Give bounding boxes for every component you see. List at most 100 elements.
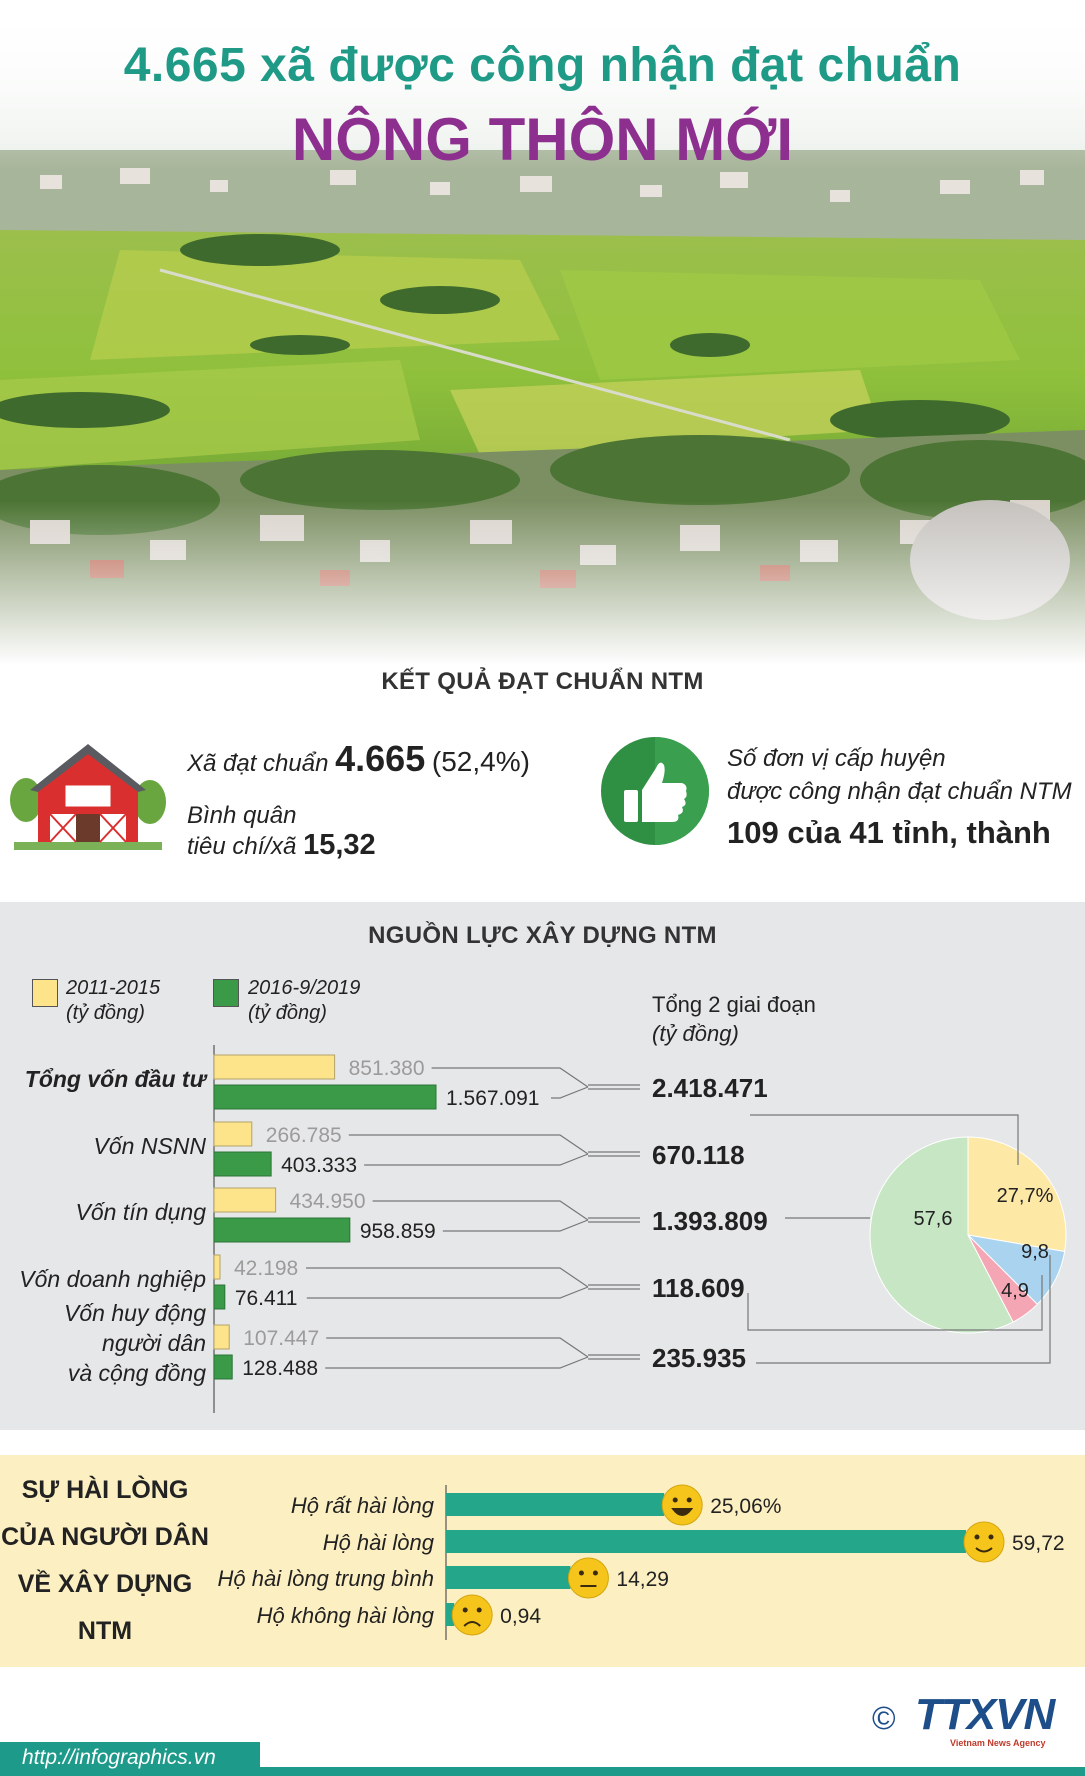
category-label: Vốn tín dụng <box>76 1199 207 1225</box>
thumbs-up-icon <box>600 735 710 847</box>
satisfaction-value: 59,72 <box>1012 1532 1065 1555</box>
category-label: người dân <box>102 1330 206 1356</box>
face-eye <box>592 1570 598 1576</box>
neutral-face-icon <box>567 1557 609 1599</box>
pie-slice <box>967 1136 1067 1253</box>
resources-heading: NGUỒN LỰC XÂY DỰNG NTM <box>368 922 717 949</box>
bar-2011-2015 <box>213 1187 277 1213</box>
value-label-2016-2019: 958.859 <box>360 1220 436 1243</box>
ttxvn-logo: TTXVN <box>915 1690 1055 1739</box>
legend-period: 2016-9/2019 <box>248 977 361 999</box>
bracket-line <box>306 1267 589 1288</box>
totals-header: Tổng 2 giai đoạn (tỷ đồng) <box>652 990 816 1048</box>
value-label-2011-2015: 42.198 <box>234 1257 298 1280</box>
title-line-1: 4.665 xã được công nhận đạt chuẩn <box>123 39 962 92</box>
bracket-line <box>431 1067 589 1088</box>
pie-slice-label: 4,9 <box>1001 1280 1029 1302</box>
resources-bar-chart: Tổng vốn đầu tư 851.380 1.567.091 2.418.471… <box>19 1045 1067 1413</box>
satisfaction-bar <box>446 1566 571 1589</box>
bar-2016-2019 <box>213 1217 351 1243</box>
satisfaction-heading-line: CỦA NGƯỜI DÂN <box>1 1523 209 1551</box>
bar-2016-2019 <box>213 1084 437 1110</box>
satisfaction-value: 0,94 <box>500 1605 541 1628</box>
bar-2016-2019 <box>213 1354 233 1380</box>
value-label-2011-2015: 107.447 <box>243 1327 319 1350</box>
face-circle <box>963 1521 1005 1563</box>
total-value: 1.393.809 <box>652 1206 768 1236</box>
barn-house-icon <box>8 730 168 860</box>
legend-unit: (tỷ đồng) <box>66 1002 145 1024</box>
satisfaction-bar-chart: Hộ rất hài lòng 25,06% Hộ hài lòng 59,72 Hộ … <box>218 1484 1065 1640</box>
legend-swatch-2011-2015 <box>32 979 58 1007</box>
hero-landscape-image <box>0 0 1085 665</box>
satisfaction-label: Hộ không hài lòng <box>257 1603 435 1628</box>
results-heading: KẾT QUẢ ĐẠT CHUẨN NTM <box>381 668 704 695</box>
satisfaction-heading-line: VỀ XÂY DỰNG <box>17 1570 193 1598</box>
face-mouth <box>463 1621 481 1627</box>
face-eye <box>988 1534 994 1540</box>
total-value: 235.935 <box>652 1343 746 1373</box>
bracket-line <box>306 1286 589 1299</box>
legend-period: 2011-2015 <box>66 977 161 999</box>
district-label-2: được công nhận đạt chuẩn NTM <box>727 778 1072 805</box>
bar-2011-2015 <box>213 1324 230 1350</box>
satisfaction-bar <box>446 1493 665 1516</box>
value-label-2011-2015: 266.785 <box>266 1124 342 1147</box>
category-label: và cộng đồng <box>68 1360 206 1386</box>
value-label-2011-2015: 851.380 <box>349 1057 425 1080</box>
face-circle <box>567 1557 609 1599</box>
communes-pct: (52,4%) <box>431 746 530 777</box>
satisfaction-label: Hộ rất hài lòng <box>291 1493 435 1518</box>
pie-slice-label: 57,6 <box>914 1208 953 1230</box>
category-label: Vốn doanh nghiệp <box>19 1266 206 1292</box>
pie-connector-line <box>756 1255 1051 1364</box>
bracket-line <box>348 1134 589 1155</box>
total-value: 670.118 <box>652 1140 745 1170</box>
total-value: 118.609 <box>652 1273 745 1303</box>
copyright-symbol: © <box>872 1700 896 1736</box>
ttxvn-logo-subtitle: Vietnam News Agency <box>950 1738 1046 1748</box>
bracket-line <box>372 1200 589 1221</box>
sad-face-icon <box>451 1594 493 1636</box>
bracket-line <box>551 1086 589 1099</box>
totals-header-unit: (tỷ đồng) <box>652 1021 739 1046</box>
face-mouth <box>975 1547 993 1553</box>
bar-2011-2015 <box>213 1121 253 1147</box>
totals-header-title: Tổng 2 giai đoạn <box>652 992 816 1017</box>
satisfaction-label: Hộ hài lòng trung bình <box>218 1566 435 1591</box>
legend-label-2016-2019: 2016-9/2019 (tỷ đồng) <box>248 976 360 1026</box>
avg-criteria-label: tiêu chí/xã <box>187 833 297 860</box>
communes-value: 4.665 <box>335 738 426 779</box>
bracket-line <box>364 1153 589 1166</box>
footer-url[interactable]: http://infographics.vn <box>22 1746 216 1769</box>
bracket-line <box>325 1356 589 1369</box>
satisfaction-heading-line: SỰ HÀI LÒNG <box>21 1476 189 1504</box>
bracket-line <box>326 1337 589 1358</box>
face-eye <box>974 1534 980 1540</box>
total-value: 2.418.471 <box>652 1073 768 1103</box>
pie-slice <box>869 1136 1014 1334</box>
value-label-2016-2019: 1.567.091 <box>446 1087 539 1110</box>
avg-criteria-value: 15,32 <box>303 829 376 861</box>
bar-2016-2019 <box>213 1284 226 1310</box>
pie-slice-label: 9,8 <box>1021 1241 1049 1263</box>
value-label-2016-2019: 76.411 <box>235 1287 298 1310</box>
footer-line <box>0 1767 1085 1776</box>
value-label-2016-2019: 128.488 <box>242 1357 318 1380</box>
satisfaction-heading-line: NTM <box>77 1617 133 1645</box>
category-label: Tổng vốn đầu tư <box>25 1066 209 1092</box>
legend-label-2011-2015: 2011-2015 (tỷ đồng) <box>66 976 160 1026</box>
satisfaction-bar <box>446 1530 966 1553</box>
bar-2011-2015 <box>213 1254 221 1280</box>
very-happy-face-icon <box>661 1484 703 1526</box>
satisfaction-section <box>0 1455 1085 1667</box>
value-label-2011-2015: 434.950 <box>290 1190 366 1213</box>
face-eye <box>672 1497 678 1503</box>
footer-url-bar <box>0 1742 260 1776</box>
satisfaction-bar <box>446 1603 455 1626</box>
face-eye <box>686 1497 692 1503</box>
face-circle <box>661 1484 703 1526</box>
avg-criteria-line-2: tiêu chí/xã 15,32 <box>187 829 376 862</box>
bar-2011-2015 <box>213 1054 336 1080</box>
value-label-2016-2019: 403.333 <box>281 1154 357 1177</box>
